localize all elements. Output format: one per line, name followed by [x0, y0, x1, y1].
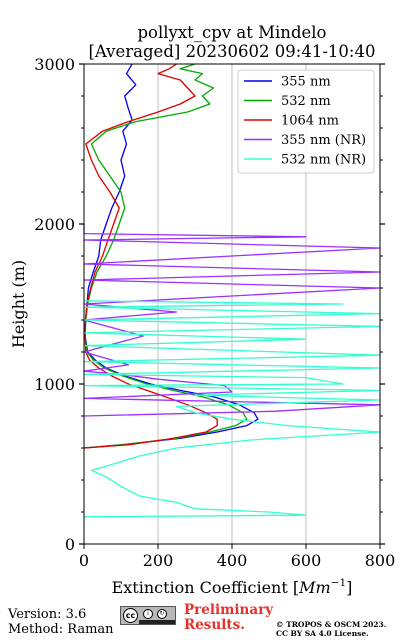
x-tick-label: 400	[217, 551, 248, 570]
chart-title: pollyxt_cpv at Mindelo	[138, 23, 327, 42]
legend-box	[237, 69, 375, 174]
y-tick-label: 3000	[34, 55, 75, 74]
method-text: Method: Raman	[8, 622, 114, 637]
version-text: Version: 3.6	[8, 607, 87, 622]
x-tick-label: 600	[291, 551, 322, 570]
copyright-notice: © TROPOS & OSCM 2023. CC BY SA 4.0 Licen…	[276, 620, 387, 638]
by-icon: i	[143, 609, 153, 619]
y-axis-label: Height (m)	[9, 260, 28, 348]
share-alike-icon: ↻	[157, 609, 167, 619]
cc-license-icon: cc i ↻	[120, 606, 176, 625]
x-tick-label: 800	[365, 551, 396, 570]
y-tick-label: 2000	[34, 215, 75, 234]
chart-legend: 355 nm 532 nm 1064 nm 355 nm (NR) 532 nm (NR…	[237, 69, 375, 174]
legend-entry: 532 nm (NR)	[281, 153, 366, 168]
legend-entry: 1064 nm	[281, 114, 339, 129]
legend-entry: 355 nm	[281, 75, 331, 90]
x-tick-label: 200	[143, 551, 174, 570]
axis-ticks: 0 200 400 600 800 0 1000 2000 3000	[34, 55, 395, 570]
x-axis-label: Extinction Coefficient [Mm−1]	[112, 577, 353, 597]
footer-info: Version: 3.6 Method: Raman	[8, 607, 114, 637]
x-tick-label: 0	[79, 551, 89, 570]
preliminary-notice: Preliminary Results.	[184, 602, 274, 633]
legend-entry: 532 nm	[281, 94, 331, 109]
chart-subtitle: [Averaged] 20230602 09:41-10:40	[89, 42, 376, 61]
legend-entry: 355 nm (NR)	[281, 133, 366, 148]
y-tick-label: 1000	[34, 375, 75, 394]
y-tick-label: 0	[65, 535, 75, 554]
series-line	[83, 224, 381, 417]
